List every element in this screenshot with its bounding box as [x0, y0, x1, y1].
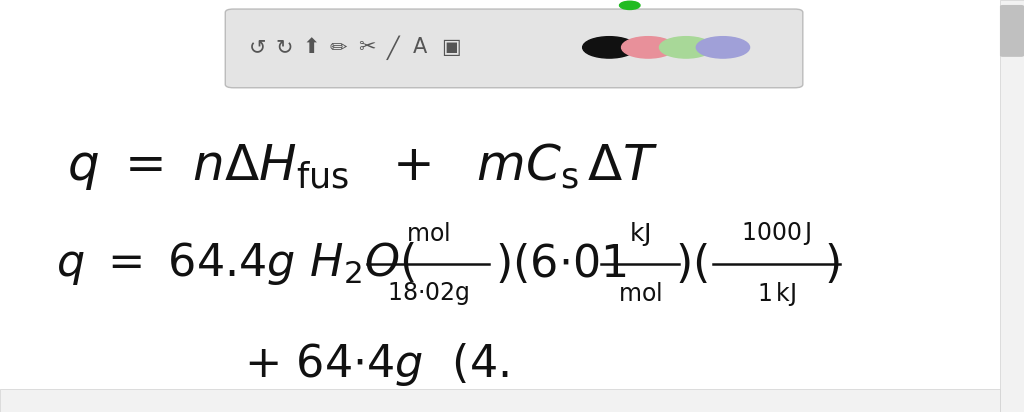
Text: $\mathsf{1\,kJ}$: $\mathsf{1\,kJ}$ — [757, 280, 796, 308]
Text: $+\ 64{\cdot}4g\ \ (4.$: $+\ 64{\cdot}4g\ \ (4.$ — [244, 341, 509, 388]
Text: $)($: $)($ — [675, 242, 708, 286]
Circle shape — [696, 37, 750, 58]
Bar — [999, 0, 1024, 412]
Circle shape — [659, 37, 713, 58]
Bar — [0, 389, 999, 412]
Text: $q\ =\ 64.4g\ H_2O($: $q\ =\ 64.4g\ H_2O($ — [56, 240, 415, 287]
Text: A: A — [413, 37, 427, 57]
Text: ✏: ✏ — [329, 37, 347, 57]
Text: $\mathsf{mol}$: $\mathsf{mol}$ — [407, 222, 450, 246]
FancyBboxPatch shape — [999, 5, 1024, 57]
Circle shape — [622, 37, 675, 58]
Text: ↻: ↻ — [275, 37, 294, 57]
Text: ▣: ▣ — [440, 37, 461, 57]
Text: ↺: ↺ — [249, 37, 267, 57]
Text: ✂: ✂ — [357, 37, 376, 57]
Text: $)$: $)$ — [824, 242, 840, 286]
Text: $\mathsf{kJ}$: $\mathsf{kJ}$ — [630, 220, 650, 248]
Circle shape — [620, 1, 640, 9]
Text: $)(6{\cdot}01$: $)(6{\cdot}01$ — [495, 242, 627, 286]
Text: $\mathsf{mol}$: $\mathsf{mol}$ — [618, 282, 662, 306]
Text: ╱: ╱ — [387, 35, 399, 60]
Text: ⬆: ⬆ — [302, 37, 321, 57]
FancyBboxPatch shape — [225, 9, 803, 88]
Text: $q\ =\ n\Delta H_{\sf fus}\ \ +\ \ mC_{\sf s}\,\Delta T$: $q\ =\ n\Delta H_{\sf fus}\ \ +\ \ mC_{\… — [67, 141, 657, 192]
Text: $\mathsf{18{\cdot}02g}$: $\mathsf{18{\cdot}02g}$ — [387, 280, 469, 307]
Circle shape — [583, 37, 636, 58]
Text: $\mathsf{1000\,J}$: $\mathsf{1000\,J}$ — [740, 220, 812, 247]
